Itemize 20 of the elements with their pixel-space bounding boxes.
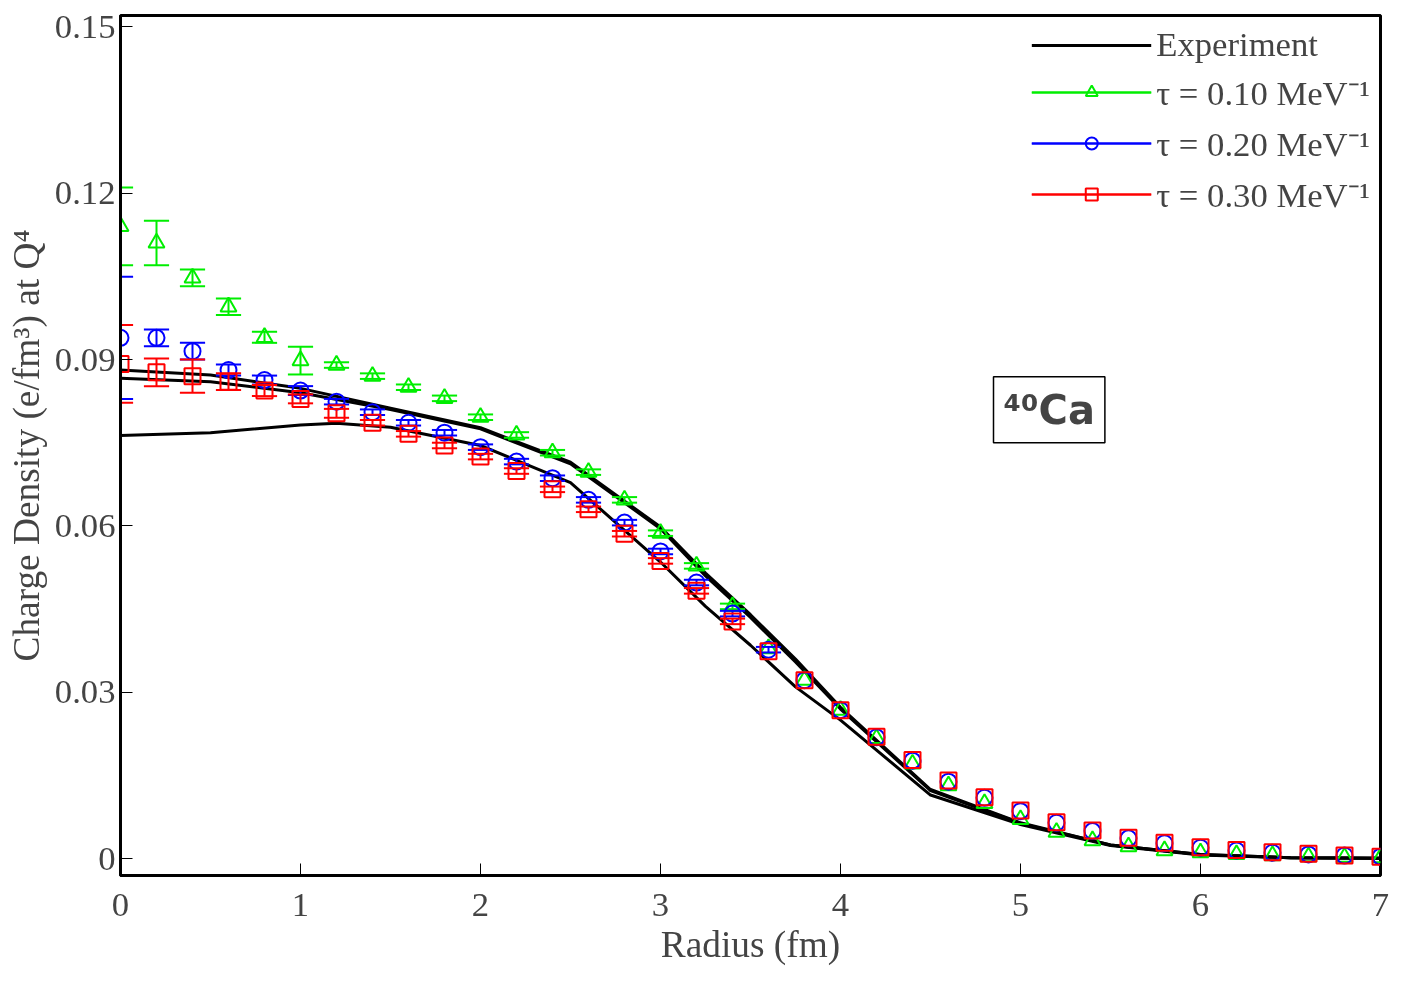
x-tick-label: 3 (651, 884, 670, 923)
y-tick-label: 0.12 (54, 173, 116, 212)
legend-label: τ = 0.20 MeV⁻¹ (1156, 124, 1370, 165)
x-tick-label: 6 (1191, 884, 1210, 923)
y-tick-label: 0.06 (54, 505, 116, 544)
y-axis-title: Charge Density (e/fm³) at Q⁴ (5, 229, 48, 662)
legend-label: τ = 0.10 MeV⁻¹ (1156, 73, 1370, 114)
x-tick-label: 1 (291, 884, 310, 923)
x-tick-label: 2 (471, 884, 490, 923)
y-tick-label: 0.03 (54, 672, 116, 711)
x-tick-label: 5 (1011, 884, 1030, 923)
y-tick-label: 0.09 (54, 339, 116, 378)
legend-label: τ = 0.30 MeV⁻¹ (1156, 175, 1370, 216)
x-tick-label: 4 (831, 884, 850, 923)
x-tick-label: 7 (1371, 884, 1390, 923)
y-tick-label: 0 (98, 838, 116, 877)
legend-label: Experiment (1156, 25, 1318, 64)
x-axis-title: Radius (fm) (660, 923, 841, 966)
y-tick-label: 0.15 (54, 6, 116, 45)
annotation: ⁴⁰Ca (1003, 386, 1095, 433)
